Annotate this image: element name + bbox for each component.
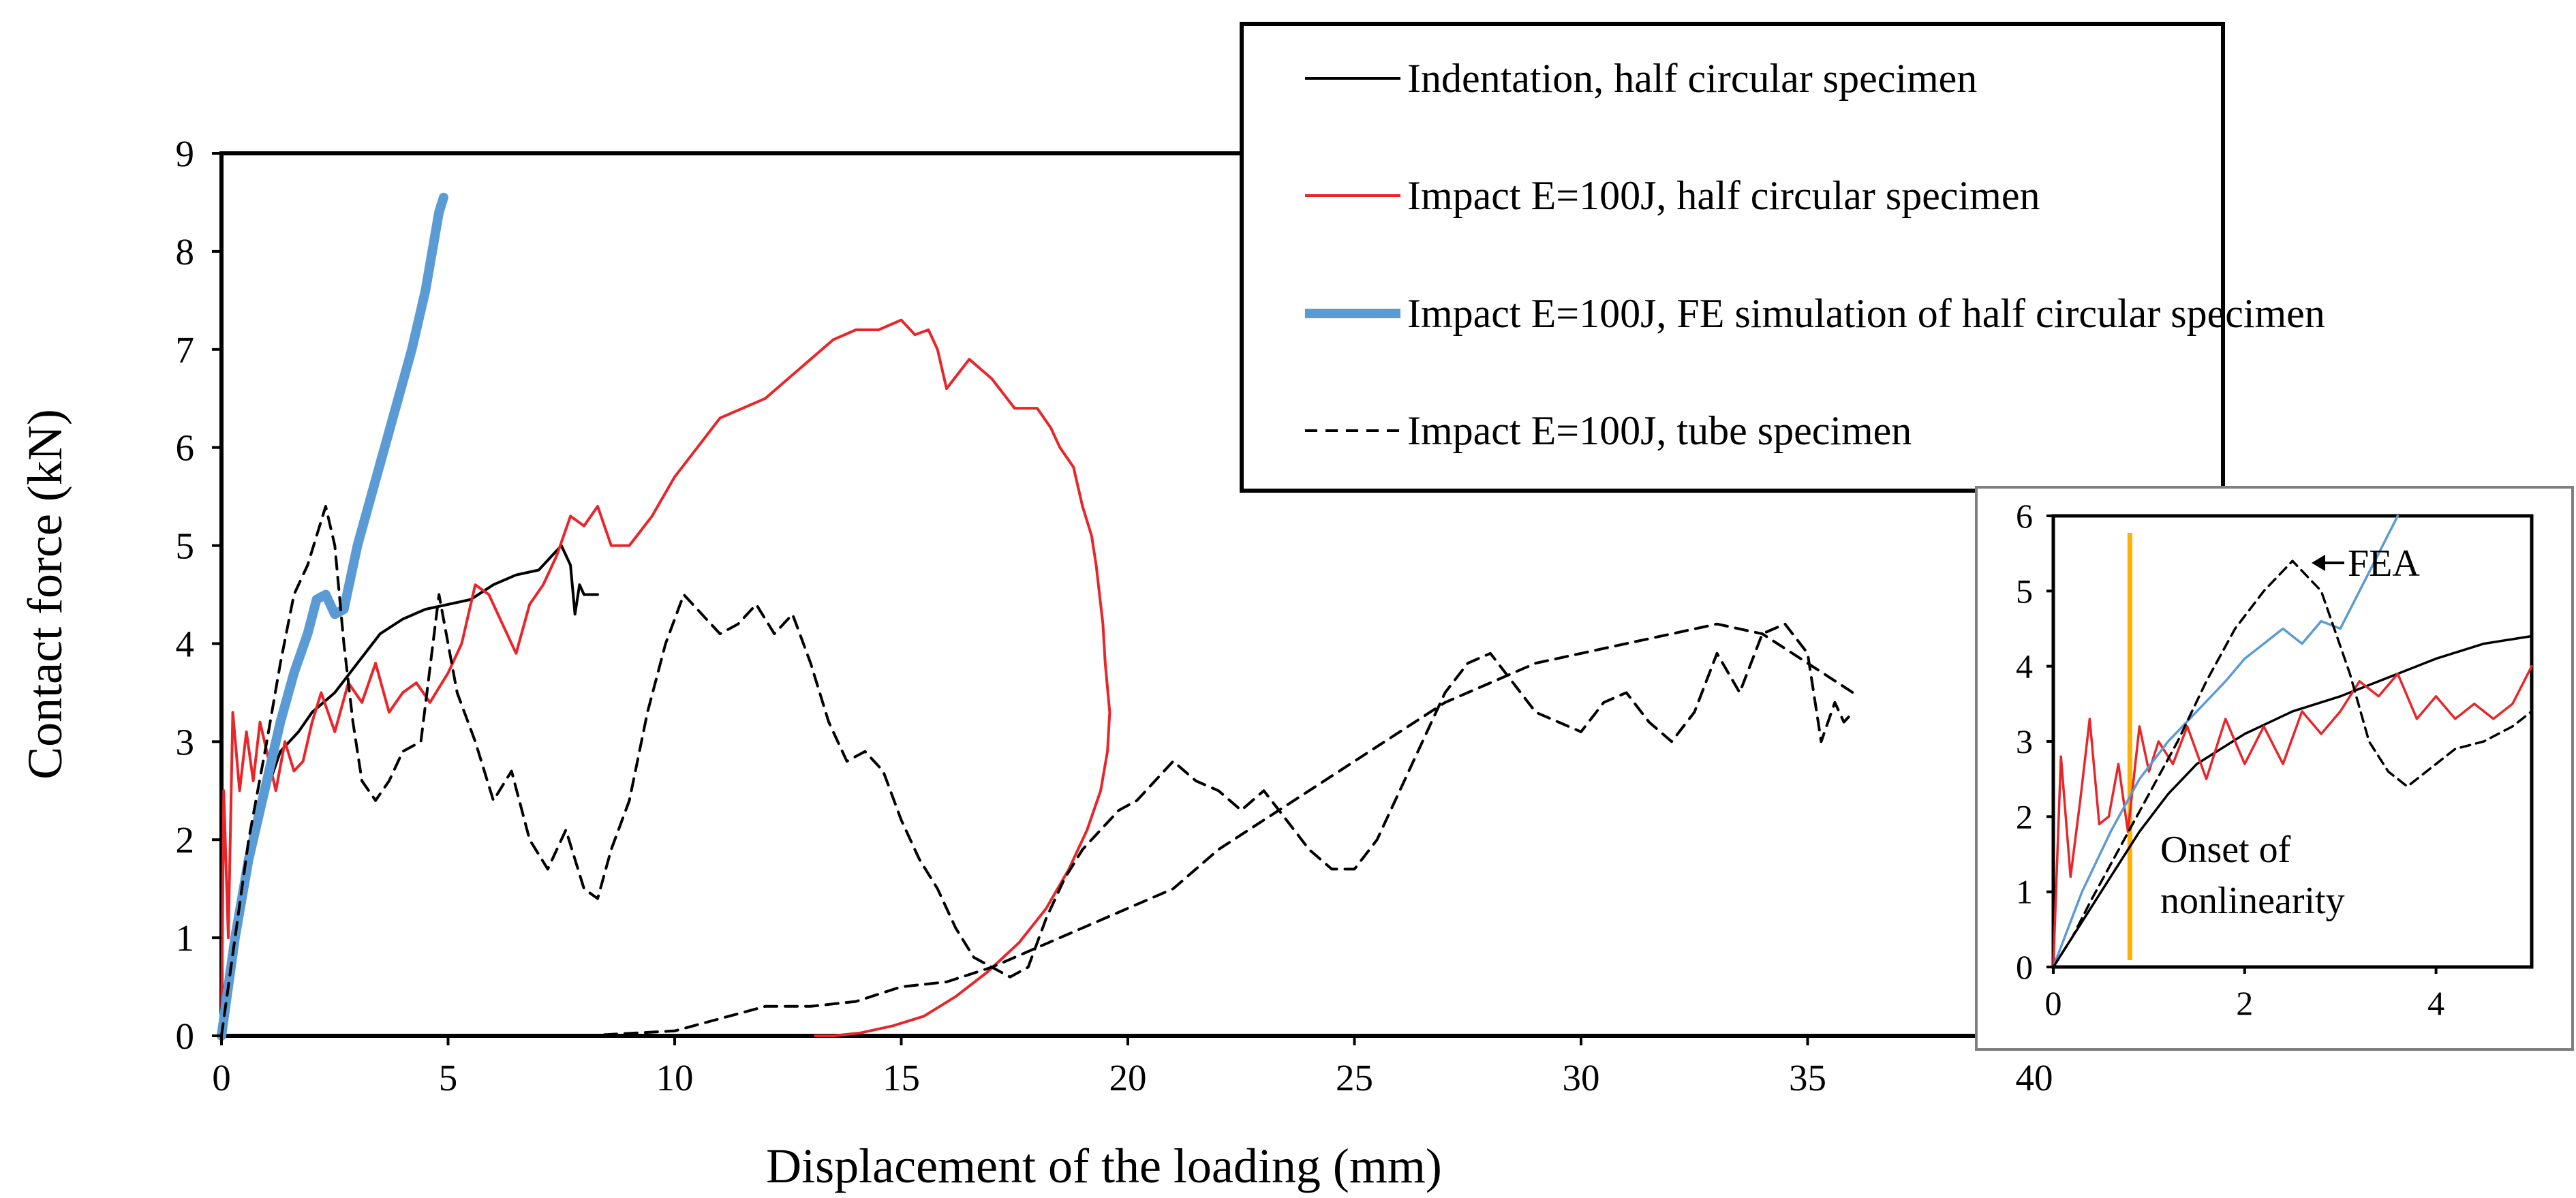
main-series-impact-e-100j-tube-specimen [220,505,1854,1037]
legend-box [1240,22,2225,493]
main-series-indentation-half-circular-specimen [220,544,599,1037]
main-x-tick-label: 40 [2016,1057,2053,1099]
main-y-tick-label: 6 [176,427,195,469]
inset-x-tick-label: 4 [2427,984,2444,1022]
main-series-impact-e-100j-tube-specimen-return [583,622,1854,1037]
inset-annotation-nonlinearity: nonlinearity [2160,880,2345,922]
legend: Indentation, half circular specimen Impa… [1240,22,2325,493]
inset-series-impact-e-100j-half-circular-specimen [2052,664,2533,968]
main-x-tick-label: 20 [1109,1057,1147,1099]
inset-y-tick-label: 3 [2016,722,2033,761]
inset-y-tick-label: 4 [2016,647,2033,686]
inset-series-impact-e-100j-fe-simulation-of-half-circular-specimen [2052,514,2399,968]
inset-outer-box [1975,486,2574,1051]
inset-annotation-onset: Onset of [2160,829,2291,871]
inset-x-tick-label: 2 [2236,984,2253,1022]
main-y-tick-label: 8 [176,231,195,273]
main-y-tick-label: 3 [176,721,195,763]
inset-fea-arrow-head [2312,555,2325,571]
main-x-tick-label: 10 [656,1057,694,1099]
main-x-tick-label: 0 [212,1057,231,1099]
main-y-tick-label: 1 [176,917,195,959]
y-axis-label: Contact force (kN) [18,409,72,780]
main-series-impact-e-100j-half-circular-specimen [220,318,1111,1037]
main-series-impact-e-100j-fe-simulation-of-half-circular-specimen [217,192,448,1041]
legend-label-tube: Impact E=100J, tube specimen [1407,408,1912,453]
main-y-tick-label: 2 [176,819,195,861]
main-x-tick-label: 25 [1336,1057,1373,1099]
inset-x-tick-label: 0 [2045,984,2062,1022]
main-plot [217,192,1854,1041]
main-x-tick-label: 5 [439,1057,458,1099]
inset-series-indentation-half-circular-specimen [2052,634,2533,968]
inset-plot [2052,514,2533,968]
main-y-tick-label: 4 [176,623,195,664]
main-x-tick-label: 15 [883,1057,920,1099]
inset-y-tick-label: 2 [2016,797,2033,835]
inset-series-impact-e-100j-tube-specimen [2052,559,2533,968]
main-y-tick-label: 0 [176,1015,195,1057]
legend-label-fe-simulation: Impact E=100J, FE simulation of half cir… [1407,291,2325,336]
x-axis-label: Displacement of the loading (mm) [766,1139,1442,1193]
inset-chart: 0 2 4 0 1 2 3 4 5 6 FEA Onset of nonlinearity [1975,486,2574,1051]
inset-y-tick-label: 6 [2016,497,2033,535]
inset-axes: 0 2 4 0 1 2 3 4 5 6 [2016,497,2444,1022]
main-x-tick-label: 35 [1789,1057,1826,1099]
legend-label-indentation: Indentation, half circular specimen [1407,56,1977,101]
main-y-tick-label: 5 [176,525,195,567]
inset-y-tick-label: 5 [2016,572,2033,610]
inset-y-tick-label: 0 [2016,948,2033,986]
main-x-tick-label: 30 [1563,1057,1600,1099]
inset-y-tick-label: 1 [2016,873,2033,911]
main-y-tick-label: 7 [176,329,195,371]
inset-annotation-fea: FEA [2348,542,2420,585]
main-y-tick-label: 9 [176,133,195,174]
legend-label-impact-half: Impact E=100J, half circular specimen [1407,173,2040,218]
